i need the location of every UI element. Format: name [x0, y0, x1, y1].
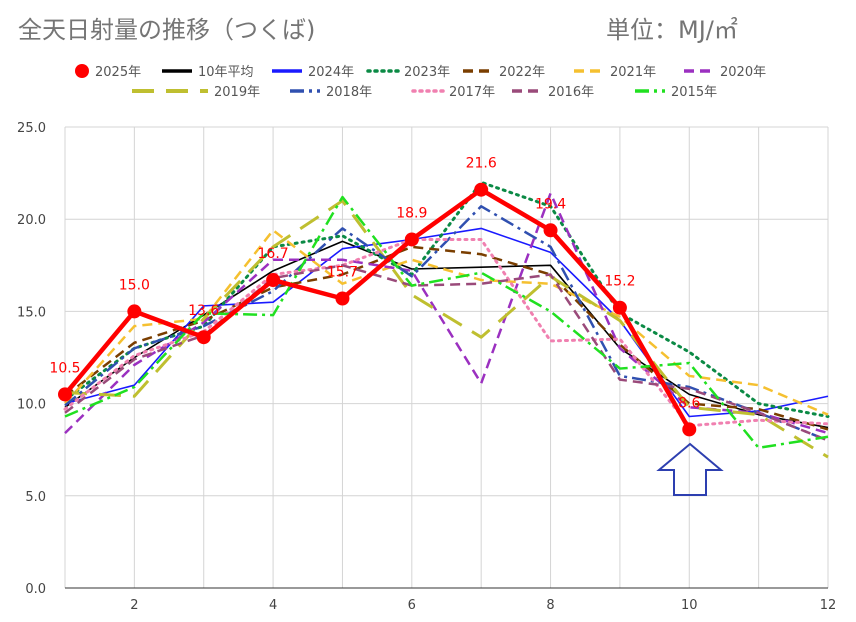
data-label: 18.9 [396, 205, 427, 221]
data-label: 15.2 [604, 274, 635, 290]
up-arrow-annotation [656, 442, 724, 496]
data-label: 15.7 [327, 264, 358, 280]
data-point [404, 232, 419, 247]
y-tick-label: 25.0 [17, 121, 46, 136]
series-line [63, 187, 692, 431]
legend-label: 2024年 [308, 65, 354, 80]
series-line [64, 264, 829, 442]
legend-label: 10年平均 [198, 65, 254, 80]
unit-label: 単位：MJ/㎡ [606, 16, 738, 44]
x-tick-label: 12 [820, 598, 837, 613]
data-point [196, 330, 211, 345]
legend-label: 2018年 [326, 85, 372, 100]
data-label: 16.7 [258, 246, 289, 262]
data-label: 15.0 [119, 277, 150, 293]
data-point [474, 182, 489, 197]
data-point [335, 291, 350, 306]
series-line [64, 229, 829, 416]
legend-label: 2021年 [610, 65, 656, 80]
legend-label: 2015年 [671, 85, 717, 100]
x-tick-label: 2 [130, 598, 138, 613]
y-tick-label: 0.0 [25, 582, 46, 597]
data-point [58, 387, 72, 402]
series-line [64, 195, 829, 450]
legend-label: 2019年 [214, 85, 260, 100]
legend-label: 2016年 [548, 85, 594, 100]
data-label: 21.6 [466, 156, 497, 172]
data-point [682, 422, 697, 437]
y-tick-label: 20.0 [17, 213, 46, 228]
y-tick-label: 10.0 [17, 398, 46, 413]
series-line [63, 237, 830, 428]
legend-marker [75, 64, 89, 78]
x-tick-label: 6 [408, 598, 416, 613]
data-label: 10.5 [49, 360, 80, 376]
series-line [63, 180, 830, 419]
data-point [127, 304, 142, 319]
legend-label: 2025年 [95, 65, 141, 80]
legend-label: 2022年 [499, 65, 545, 80]
series-line [64, 240, 829, 429]
data-label: 13.6 [188, 303, 219, 319]
data-point [266, 273, 281, 288]
series-line [64, 205, 829, 442]
legend-label: 2020年 [720, 65, 766, 80]
x-tick-label: 10 [681, 598, 698, 613]
data-label: 8.6 [678, 395, 700, 411]
series-line [64, 245, 829, 431]
y-tick-label: 5.0 [25, 490, 46, 505]
data-label: 19.4 [535, 196, 566, 212]
legend-label: 2017年 [449, 85, 495, 100]
data-point [612, 300, 627, 315]
x-tick-label: 8 [546, 598, 554, 613]
y-tick-label: 15.0 [17, 305, 46, 320]
x-tick-label: 4 [269, 598, 277, 613]
legend-label: 2023年 [404, 65, 450, 80]
data-point [543, 223, 558, 238]
chart-title: 全天日射量の推移（つくば) [18, 16, 316, 44]
